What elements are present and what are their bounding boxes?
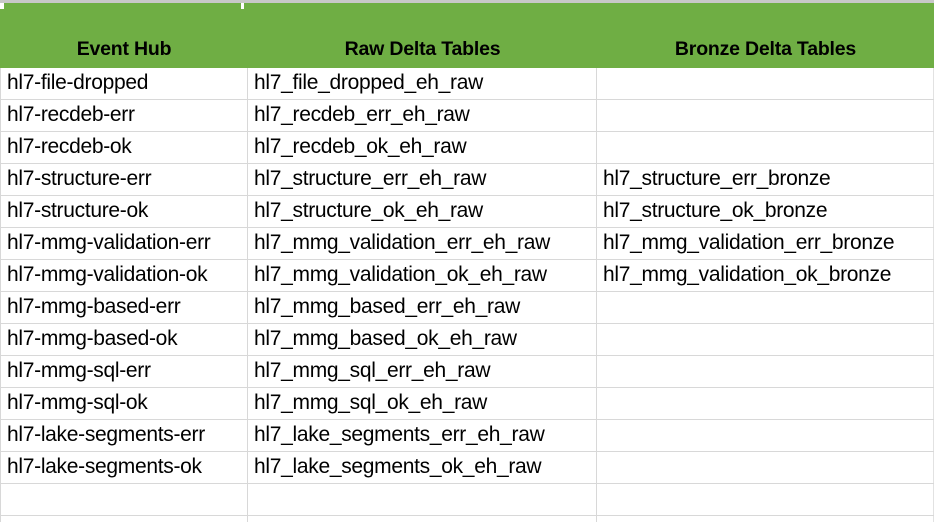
- cell-event-hub[interactable]: hl7-recdeb-ok: [0, 132, 248, 163]
- table-row: [0, 484, 934, 516]
- cell-event-hub[interactable]: hl7-mmg-validation-ok: [0, 260, 248, 291]
- cell-raw-delta-table[interactable]: hl7_mmg_based_ok_eh_raw: [248, 324, 597, 355]
- cell-bronze-delta-table[interactable]: [597, 132, 934, 163]
- cell-raw-delta-table[interactable]: hl7_structure_err_eh_raw: [248, 164, 597, 195]
- table-row: hl7-mmg-validation-ok hl7_mmg_validation…: [0, 260, 934, 292]
- table-body: hl7-file-dropped hl7_file_dropped_eh_raw…: [0, 68, 934, 522]
- cell-event-hub[interactable]: hl7-structure-ok: [0, 196, 248, 227]
- cell-event-hub[interactable]: [0, 484, 248, 515]
- cell-raw-delta-table[interactable]: hl7_recdeb_err_eh_raw: [248, 100, 597, 131]
- table-row: hl7-structure-err hl7_structure_err_eh_r…: [0, 164, 934, 196]
- header-event-hub[interactable]: Event Hub: [76, 38, 172, 60]
- cell-event-hub[interactable]: hl7-lake-segments-err: [0, 420, 248, 451]
- cell-raw-delta-table[interactable]: [248, 516, 597, 522]
- cell-bronze-delta-table[interactable]: [597, 292, 934, 323]
- cell-bronze-delta-table[interactable]: hl7_mmg_validation_ok_bronze: [597, 260, 934, 291]
- table-row: hl7-recdeb-ok hl7_recdeb_ok_eh_raw: [0, 132, 934, 164]
- cell-bronze-delta-table[interactable]: [597, 484, 934, 515]
- cell-event-hub[interactable]: hl7-structure-err: [0, 164, 248, 195]
- cell-event-hub[interactable]: hl7-file-dropped: [0, 68, 248, 99]
- header-raw-delta-tables[interactable]: Raw Delta Tables: [344, 38, 501, 60]
- cell-event-hub[interactable]: [0, 516, 248, 522]
- table-row: hl7-mmg-based-ok hl7_mmg_based_ok_eh_raw: [0, 324, 934, 356]
- cell-event-hub[interactable]: hl7-mmg-sql-err: [0, 356, 248, 387]
- table-row: hl7-recdeb-err hl7_recdeb_err_eh_raw: [0, 100, 934, 132]
- gridline-notch: [241, 3, 244, 9]
- table-row: hl7-lake-segments-ok hl7_lake_segments_o…: [0, 452, 934, 484]
- cell-event-hub[interactable]: hl7-mmg-validation-err: [0, 228, 248, 259]
- header-bronze-delta-tables[interactable]: Bronze Delta Tables: [674, 38, 857, 60]
- cell-raw-delta-table[interactable]: hl7_structure_ok_eh_raw: [248, 196, 597, 227]
- cell-raw-delta-table[interactable]: hl7_mmg_validation_ok_eh_raw: [248, 260, 597, 291]
- cell-raw-delta-table[interactable]: hl7_lake_segments_ok_eh_raw: [248, 452, 597, 483]
- cell-bronze-delta-table[interactable]: [597, 68, 934, 99]
- cell-bronze-delta-table[interactable]: hl7_structure_err_bronze: [597, 164, 934, 195]
- cell-event-hub[interactable]: hl7-mmg-based-err: [0, 292, 248, 323]
- sheet-top-edge: [0, 0, 934, 3]
- table-row: hl7-lake-segments-err hl7_lake_segments_…: [0, 420, 934, 452]
- cell-bronze-delta-table[interactable]: [597, 100, 934, 131]
- table-row: hl7-file-dropped hl7_file_dropped_eh_raw: [0, 68, 934, 100]
- cell-event-hub[interactable]: hl7-recdeb-err: [0, 100, 248, 131]
- cell-bronze-delta-table[interactable]: [597, 356, 934, 387]
- cell-bronze-delta-table[interactable]: [597, 516, 934, 522]
- table-row: hl7-mmg-sql-err hl7_mmg_sql_err_eh_raw: [0, 356, 934, 388]
- table-row-partial: [0, 516, 934, 522]
- cell-event-hub[interactable]: hl7-lake-segments-ok: [0, 452, 248, 483]
- table-row: hl7-structure-ok hl7_structure_ok_eh_raw…: [0, 196, 934, 228]
- cell-bronze-delta-table[interactable]: [597, 388, 934, 419]
- table-row: hl7-mmg-validation-err hl7_mmg_validatio…: [0, 228, 934, 260]
- table-row: hl7-mmg-sql-ok hl7_mmg_sql_ok_eh_raw: [0, 388, 934, 420]
- cell-raw-delta-table[interactable]: [248, 484, 597, 515]
- cell-bronze-delta-table[interactable]: [597, 420, 934, 451]
- table-header-row: Event Hub Raw Delta Tables Bronze Delta …: [0, 3, 934, 68]
- cell-raw-delta-table[interactable]: hl7_file_dropped_eh_raw: [248, 68, 597, 99]
- cell-bronze-delta-table[interactable]: [597, 452, 934, 483]
- cell-raw-delta-table[interactable]: hl7_lake_segments_err_eh_raw: [248, 420, 597, 451]
- cell-raw-delta-table[interactable]: hl7_mmg_sql_ok_eh_raw: [248, 388, 597, 419]
- table-row: hl7-mmg-based-err hl7_mmg_based_err_eh_r…: [0, 292, 934, 324]
- cell-bronze-delta-table[interactable]: hl7_structure_ok_bronze: [597, 196, 934, 227]
- cell-raw-delta-table[interactable]: hl7_mmg_sql_err_eh_raw: [248, 356, 597, 387]
- cell-raw-delta-table[interactable]: hl7_mmg_based_err_eh_raw: [248, 292, 597, 323]
- cell-event-hub[interactable]: hl7-mmg-sql-ok: [0, 388, 248, 419]
- cell-raw-delta-table[interactable]: hl7_recdeb_ok_eh_raw: [248, 132, 597, 163]
- cell-bronze-delta-table[interactable]: hl7_mmg_validation_err_bronze: [597, 228, 934, 259]
- cell-event-hub[interactable]: hl7-mmg-based-ok: [0, 324, 248, 355]
- cell-bronze-delta-table[interactable]: [597, 324, 934, 355]
- cell-raw-delta-table[interactable]: hl7_mmg_validation_err_eh_raw: [248, 228, 597, 259]
- gridline-notch: [0, 3, 4, 9]
